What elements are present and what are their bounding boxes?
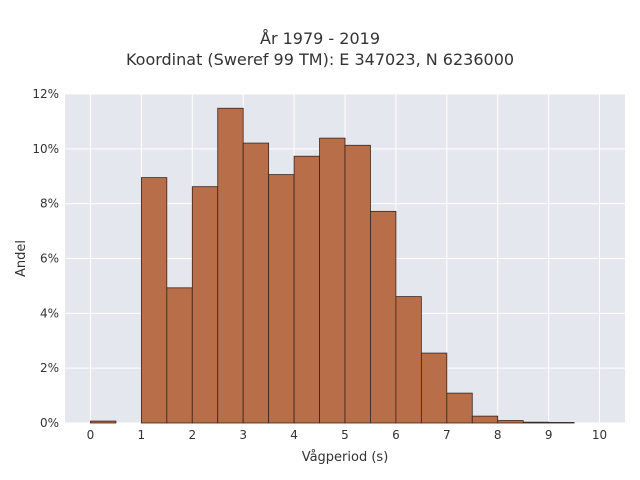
- histogram-bar: [497, 420, 524, 424]
- histogram-bar: [242, 142, 270, 424]
- histogram-bar: [268, 174, 295, 424]
- y-tick-label: 8%: [40, 197, 59, 211]
- x-axis-ticks: 0 1 2 3 4 5 6 7 8 9 10: [87, 428, 608, 442]
- histogram-bar: [293, 155, 320, 424]
- histogram-bar: [522, 421, 550, 424]
- x-tick-label: 2: [188, 428, 196, 442]
- x-tick-label: 0: [87, 428, 95, 442]
- x-axis-label: Vågperiod (s): [302, 450, 389, 465]
- bars: [90, 107, 575, 424]
- histogram-bar: [446, 392, 473, 424]
- histogram-bar: [140, 177, 168, 424]
- y-axis-label: Andel: [14, 240, 29, 277]
- chart-title-line-1: År 1979 - 2019: [260, 29, 380, 48]
- x-tick-label: 10: [592, 428, 607, 442]
- x-tick-label: 9: [545, 428, 553, 442]
- histogram-bar: [319, 137, 346, 424]
- histogram-bar: [344, 144, 371, 424]
- y-tick-label: 6%: [40, 252, 59, 266]
- y-tick-label: 10%: [32, 142, 59, 156]
- histogram-bar: [548, 422, 575, 424]
- x-tick-label: 6: [392, 428, 400, 442]
- histogram-bar: [395, 296, 422, 424]
- x-tick-label: 1: [138, 428, 146, 442]
- histogram-bar: [471, 415, 499, 424]
- y-tick-label: 4%: [40, 306, 59, 320]
- histogram-bar: [90, 420, 117, 424]
- histogram-bar: [420, 352, 448, 424]
- histogram-bar: [191, 186, 219, 424]
- y-tick-label: 2%: [40, 361, 59, 375]
- x-tick-label: 8: [494, 428, 502, 442]
- histogram-bar: [166, 287, 193, 424]
- histogram-bar: [217, 107, 244, 424]
- x-tick-label: 4: [290, 428, 298, 442]
- y-axis-ticks: 0% 2% 4% 6% 8% 10% 12%: [32, 87, 59, 430]
- y-tick-label: 12%: [32, 87, 59, 101]
- histogram-bar: [370, 210, 397, 424]
- x-tick-label: 3: [239, 428, 247, 442]
- x-tick-label: 5: [341, 428, 349, 442]
- chart-title-line-2: Koordinat (Sweref 99 TM): E 347023, N 62…: [125, 50, 515, 69]
- x-tick-label: 7: [443, 428, 451, 442]
- y-tick-label: 0%: [40, 416, 59, 430]
